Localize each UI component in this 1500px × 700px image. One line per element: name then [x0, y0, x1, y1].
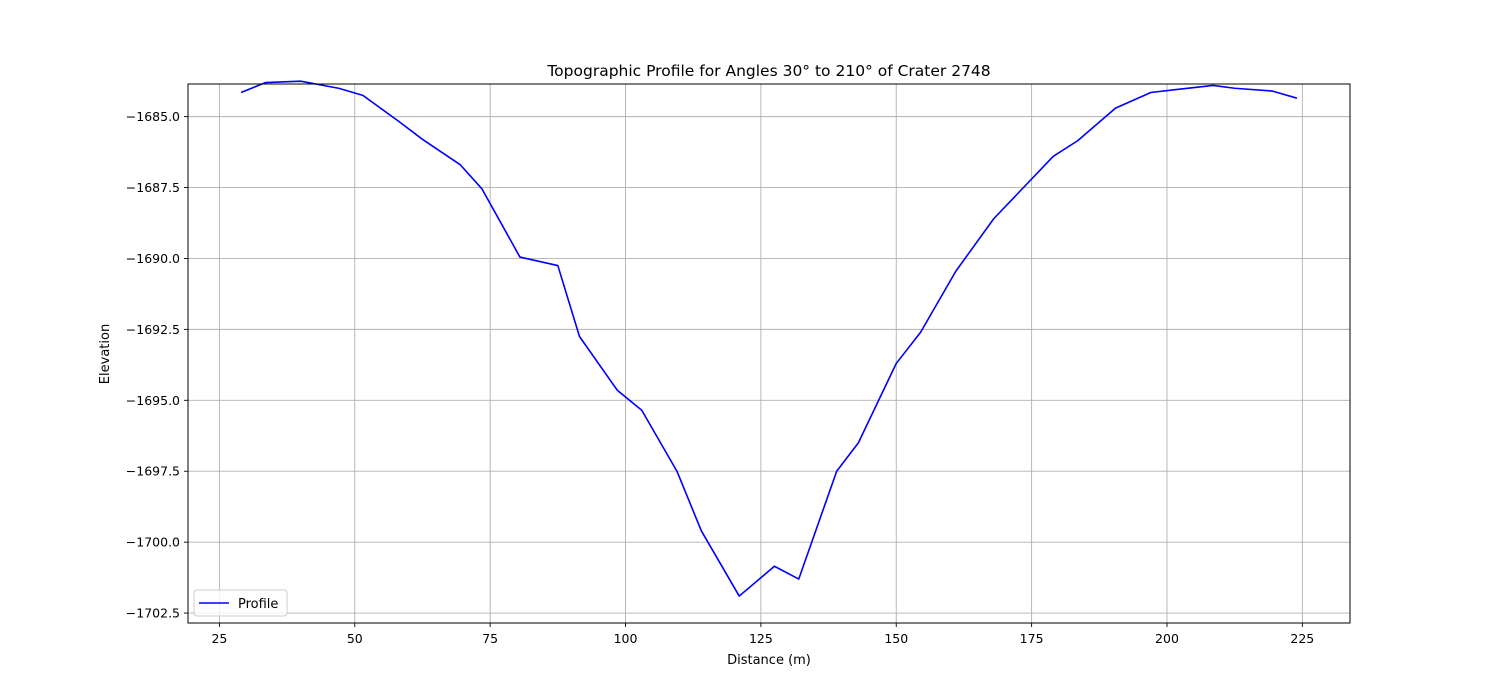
grid: [188, 84, 1350, 623]
y-tick-label: −1685.0: [126, 109, 180, 124]
x-tick-label: 225: [1290, 631, 1314, 646]
ticks: 25 50 75 100 125 150 175 200 225 −1685.0 −1687.5 −1…: [126, 109, 1314, 646]
y-tick-label: −1695.0: [126, 393, 180, 408]
x-tick-label: 125: [749, 631, 773, 646]
chart-title: Topographic Profile for Angles 30° to 21…: [546, 62, 990, 80]
y-tick-label: −1690.0: [126, 251, 180, 266]
x-tick-label: 100: [614, 631, 638, 646]
y-tick-label: −1697.5: [126, 464, 180, 479]
series-layer: [240, 80, 1298, 597]
x-tick-label: 200: [1155, 631, 1179, 646]
y-tick-label: −1687.5: [126, 180, 180, 195]
x-axis-label: Distance (m): [727, 653, 811, 668]
y-tick-label: −1700.0: [126, 535, 180, 550]
x-tick-label: 25: [211, 631, 227, 646]
y-tick-label: −1692.5: [126, 322, 180, 337]
x-tick-label: 50: [347, 631, 363, 646]
x-tick-label: 175: [1020, 631, 1044, 646]
series-line-profile: [240, 80, 1298, 597]
legend-box: [193, 589, 288, 617]
legend-label: Profile: [238, 597, 278, 612]
y-axis-label: Elevation: [98, 324, 113, 384]
legend: Profile: [193, 589, 288, 617]
x-tick-label: 75: [482, 631, 498, 646]
x-tick-label: 150: [884, 631, 908, 646]
y-tick-label: −1702.5: [126, 606, 180, 621]
plot-frame: [187, 83, 1351, 624]
